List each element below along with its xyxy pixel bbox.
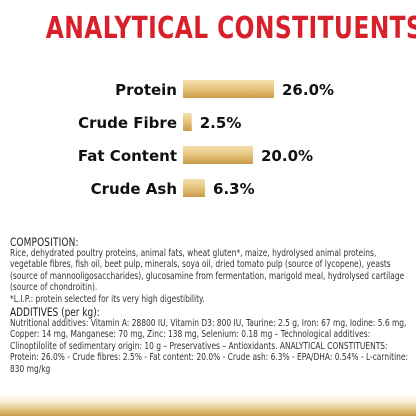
- value-bar: [183, 113, 192, 131]
- category-label: Fat Content: [78, 147, 177, 165]
- value-label: 6.3%: [213, 180, 255, 198]
- analytical-constituents-chart: Protein 26.0% Crude Fibre 2.5% Fat Content 20…: [78, 80, 334, 198]
- composition-heading: COMPOSITION:: [10, 235, 79, 249]
- page-title: ANALYTICAL CONSTITUENTS: [45, 11, 416, 46]
- decorative-gold-stripe: [0, 394, 416, 416]
- value-label: 20.0%: [261, 147, 313, 165]
- category-label: Crude Ash: [91, 180, 177, 198]
- composition-section: COMPOSITION: Rice, dehydrated poultry pr…: [10, 236, 409, 375]
- value-label: 26.0%: [282, 81, 334, 99]
- value-bar: [183, 80, 274, 98]
- composition-footnote: *L.I.P.: protein selected for its very h…: [10, 293, 205, 305]
- composition-text: Rice, dehydrated poultry proteins, anima…: [10, 248, 405, 294]
- category-label: Protein: [115, 81, 177, 99]
- value-label: 2.5%: [200, 114, 242, 132]
- additives-heading: ADDITIVES (per kg):: [10, 305, 100, 320]
- additives-text: Nutritional additives: Vitamin A: 28800 …: [10, 318, 409, 375]
- category-label: Crude Fibre: [78, 114, 177, 132]
- value-bar: [183, 179, 206, 197]
- value-bar: [183, 146, 253, 164]
